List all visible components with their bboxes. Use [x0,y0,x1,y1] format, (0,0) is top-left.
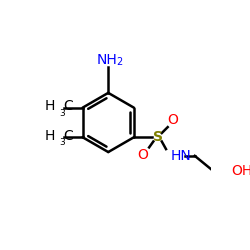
Text: O: O [167,113,178,127]
Text: H: H [44,128,55,142]
Text: H: H [44,99,55,113]
Text: S: S [152,130,162,144]
Text: 2: 2 [116,58,122,68]
Text: C: C [63,99,73,113]
Text: 3: 3 [59,138,65,147]
Text: 3: 3 [59,108,65,118]
Text: HN: HN [171,149,192,163]
Text: OH: OH [231,164,250,178]
Text: O: O [138,148,148,162]
Text: C: C [63,128,73,142]
Text: NH: NH [97,53,118,67]
